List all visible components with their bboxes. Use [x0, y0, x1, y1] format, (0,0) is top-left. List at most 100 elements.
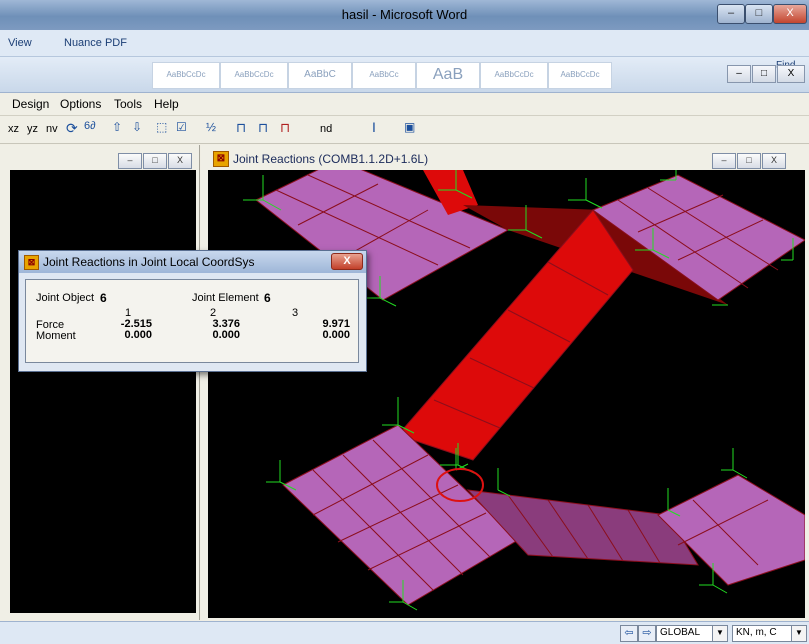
slab-top-right[interactable]: [591, 174, 805, 301]
word-title-bar: [0, 0, 809, 30]
menu-tools[interactable]: Tools: [114, 97, 143, 111]
force-value: 9.971: [322, 318, 350, 330]
left-model-canvas[interactable]: [10, 170, 196, 613]
moment-icon[interactable]: ⊓: [280, 120, 291, 135]
stair-slab[interactable]: [397, 209, 634, 461]
slab-gridline: [275, 189, 439, 266]
slab-gridline: [307, 174, 471, 249]
right-close-button[interactable]: X: [762, 153, 786, 169]
frame-icon[interactable]: ⊓: [236, 120, 247, 135]
check-icon[interactable]: ☑: [176, 120, 187, 134]
slab-gridline: [547, 261, 609, 296]
tab-nuance-pdf[interactable]: Nuance PDF: [64, 37, 127, 49]
column-header: 3: [292, 307, 299, 319]
select-icon[interactable]: ⬚: [156, 120, 168, 134]
view-yz-button[interactable]: yz: [27, 123, 38, 135]
coord-system-select[interactable]: GLOBAL: [656, 625, 713, 642]
slab-gridline: [587, 504, 624, 562]
sap-logo-icon: ⊠: [24, 255, 39, 270]
moment-value: 0.000: [322, 329, 350, 341]
style-tile[interactable]: AaBbCc: [352, 62, 416, 89]
dialog-body: Joint Object 6 Joint Element 6 1 2 3 For…: [25, 279, 359, 363]
row-label-moment: Moment: [36, 330, 76, 342]
fraction-icon[interactable]: ½: [206, 120, 217, 134]
slab-gridline: [347, 209, 429, 256]
menu-design[interactable]: Design: [12, 97, 50, 111]
style-tile[interactable]: AaBbCcDc: [480, 62, 548, 89]
arrow-left-icon[interactable]: ⇦: [620, 625, 638, 642]
force-value: 3.376: [212, 318, 240, 330]
slab-gridline: [627, 509, 661, 564]
slab-gridline: [433, 399, 501, 429]
row-label-force: Force: [36, 319, 65, 331]
sap-logo-icon: ⊠: [213, 151, 229, 167]
word-close-button[interactable]: X: [773, 4, 807, 24]
style-tile[interactable]: AaBbCcDc: [152, 62, 220, 89]
joint-element-label: Joint Element: [192, 292, 259, 304]
model-canvas[interactable]: [208, 170, 805, 618]
moment-value: 0.000: [212, 329, 240, 341]
view-nd-button[interactable]: nd: [320, 123, 333, 135]
menu-options[interactable]: Options: [60, 97, 102, 111]
frame-load-icon[interactable]: ⊓: [258, 120, 269, 135]
column-header: 2: [210, 307, 217, 319]
slab-gridline: [312, 469, 434, 591]
style-tile[interactable]: AaBbC: [288, 62, 352, 89]
left-maximize-button[interactable]: □: [143, 153, 167, 169]
slab-gridline: [507, 309, 571, 343]
word-minimize-button[interactable]: –: [717, 4, 745, 24]
tab-view[interactable]: View: [8, 37, 32, 49]
chevron-down-icon[interactable]: ▼: [791, 625, 807, 642]
slab-gridline: [372, 439, 491, 558]
sap-maximize-button[interactable]: □: [752, 65, 776, 83]
style-tile[interactable]: AaB: [416, 62, 480, 89]
status-bar: [0, 621, 809, 644]
style-tile[interactable]: AaBbCcDc: [548, 62, 612, 89]
chevron-down-icon[interactable]: ▼: [712, 625, 728, 642]
left-minimize-button[interactable]: –: [118, 153, 142, 169]
right-minimize-button[interactable]: –: [712, 153, 736, 169]
lower-stair[interactable]: [466, 489, 699, 566]
slab-gridline: [647, 187, 779, 271]
word-ribbon-tabs: [0, 30, 809, 57]
slab-gridline: [337, 484, 459, 543]
column-header: 1: [125, 307, 132, 319]
slab-gridline: [507, 494, 554, 558]
perspective-icon[interactable]: 6∂: [84, 120, 96, 132]
view-nv-button[interactable]: nv: [46, 123, 58, 135]
selected-joint-highlight: [436, 468, 484, 502]
display-icon[interactable]: ▣: [404, 120, 416, 134]
view-title: Joint Reactions (COMB1.1.2D+1.6L): [233, 152, 429, 166]
dialog-title: Joint Reactions in Joint Local CoordSys: [43, 255, 255, 269]
joint-object-value: 6: [100, 291, 107, 305]
slab-gridline: [342, 454, 464, 576]
force-value: -2.515: [120, 318, 152, 330]
slab-gridline: [367, 512, 487, 571]
move-up-icon[interactable]: ⇧: [112, 120, 123, 134]
slab-gridline: [692, 499, 759, 566]
slab-bottom-right[interactable]: [657, 474, 805, 586]
arrow-right-icon[interactable]: ⇨: [638, 625, 656, 642]
sap-toolbar: [0, 116, 809, 144]
menu-help[interactable]: Help: [154, 97, 179, 111]
dialog-close-button[interactable]: X: [331, 253, 363, 270]
units-select[interactable]: KN, m, C: [732, 625, 792, 642]
beam-top[interactable]: [423, 170, 478, 215]
sap-minimize-button[interactable]: –: [727, 65, 751, 83]
sap-close-button[interactable]: X: [777, 65, 805, 83]
slab-gridline: [637, 194, 724, 233]
slab-gridline: [312, 454, 429, 516]
section-cut-icon[interactable]: I: [372, 119, 376, 135]
rotate-icon[interactable]: ⟳: [66, 120, 78, 136]
sap-menu-bar: [0, 93, 809, 116]
left-close-button[interactable]: X: [168, 153, 192, 169]
slab-gridline: [547, 499, 589, 560]
slab-gridline: [297, 183, 379, 226]
right-maximize-button[interactable]: □: [737, 153, 761, 169]
move-down-icon[interactable]: ⇩: [132, 120, 143, 134]
view-xz-button[interactable]: xz: [8, 123, 19, 135]
word-maximize-button[interactable]: □: [745, 4, 773, 24]
joint-reactions-dialog: ⊠ Joint Reactions in Joint Local CoordSy…: [18, 250, 367, 372]
moment-value: 0.000: [124, 329, 152, 341]
style-tile[interactable]: AaBbCcDc: [220, 62, 288, 89]
